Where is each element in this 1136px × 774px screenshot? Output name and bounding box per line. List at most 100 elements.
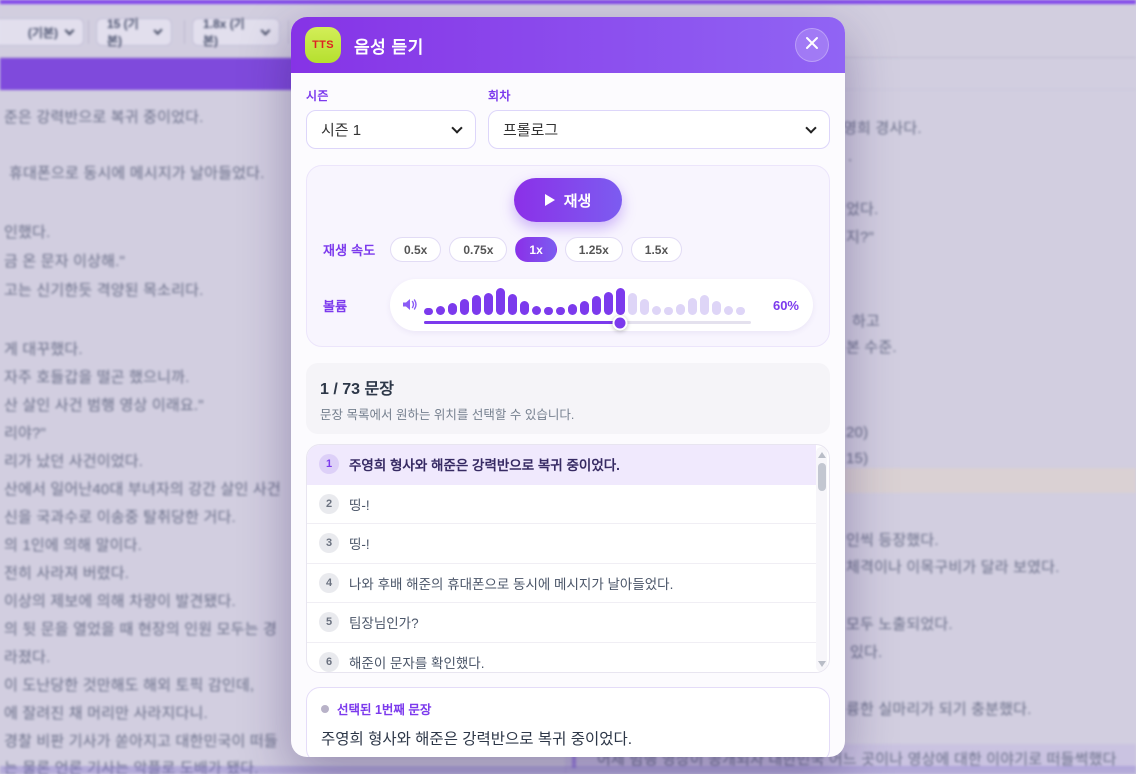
background-text-line: 는 물론 언론 기사는 악플로 도배가 됐다.: [4, 760, 259, 774]
scroll-up-icon[interactable]: [818, 452, 826, 458]
background-text-line: 휴대폰으로 동시에 메시지가 날아들었다.: [9, 165, 265, 182]
toolbar-dropdown-label: (기본): [27, 25, 58, 40]
waveform-bar: [628, 293, 637, 315]
toolbar-divider: [88, 20, 89, 44]
background-text-line: 있다.: [850, 644, 883, 661]
sentence-item-5[interactable]: 5 팀장님인가?: [307, 603, 816, 643]
waveform-bar: [592, 296, 601, 315]
background-text-line: 경찰 비판 기사가 쏟아지고 대한민국이 떠들: [4, 733, 278, 750]
background-text-line: 의 뒷 문을 열었을 때 현장의 인원 모두는 경: [4, 621, 277, 638]
background-text-line: 15): [846, 450, 869, 467]
toolbar-dropdown[interactable]: (기본): [0, 18, 84, 46]
sentence-item-3[interactable]: 3 띵-!: [307, 524, 816, 564]
background-text-line: 라졌다.: [4, 649, 51, 666]
bullet-dot-icon: [321, 704, 329, 713]
volume-control: 60%: [390, 279, 813, 331]
sentence-number-badge: 3: [319, 533, 339, 554]
sentence-counter: 1 / 73 문장 문장 목록에서 원하는 위치를 선택할 수 있습니다.: [306, 363, 830, 434]
speed-label: 재생 속도: [323, 243, 376, 258]
sentence-item-6[interactable]: 6 해준이 문자를 확인했다.: [307, 643, 816, 673]
waveform-bar: [712, 301, 721, 315]
waveform-bar: [580, 301, 589, 315]
sentence-item-4[interactable]: 4 나와 후배 해준의 휴대폰으로 동시에 메시지가 날아들었다.: [307, 564, 816, 603]
scrollbar[interactable]: [816, 447, 827, 672]
season-value: 시즌 1: [321, 122, 362, 139]
season-select[interactable]: 시즌 1: [306, 110, 476, 149]
background-text-line: 모두 노출되었다.: [846, 616, 953, 633]
modal-title: 음성 듣기: [354, 37, 424, 57]
close-button[interactable]: [795, 28, 829, 62]
speaker-icon: [402, 297, 418, 317]
background-text-line: .: [848, 148, 853, 165]
speed-button-1.25x[interactable]: 1.25x: [564, 237, 623, 262]
sentence-item-1[interactable]: 1 주영희 형사와 해준은 강력반으로 복귀 중이었다.: [307, 445, 816, 485]
sentence-number-badge: 4: [319, 572, 339, 593]
sentence-counter-title: 1 / 73 문장: [320, 381, 394, 398]
waveform-bar: [700, 295, 709, 315]
speed-button-1x[interactable]: 1x: [515, 237, 557, 262]
tts-modal: TTS 음성 듣기 시즌 시즌 1 회차: [291, 17, 845, 757]
sentence-text: 주영희 형사와 해준은 강력반으로 복귀 중이었다.: [349, 458, 620, 474]
toolbar-divider: [288, 20, 289, 44]
waveform-bar: [424, 308, 433, 315]
waveform-bar: [640, 299, 649, 315]
waveform-bar: [448, 303, 457, 315]
background-text-line: 인씩 등장했다.: [846, 532, 939, 549]
scroll-down-icon[interactable]: [818, 661, 826, 667]
background-text-line: 20): [846, 424, 869, 441]
volume-slider-fill: [424, 321, 621, 324]
speed-button-0.5x[interactable]: 0.5x: [390, 237, 442, 262]
background-text-line: 리야?": [4, 425, 47, 442]
toolbar-dropdown[interactable]: 15 (기본): [96, 17, 172, 48]
sentence-text: 팀장님인가?: [349, 616, 419, 632]
selected-sentence-text: 주영희 형사와 해준은 강력반으로 복귀 중이었다.: [321, 731, 633, 748]
background-text-line: 이상의 제보에 의해 차량이 발견됐다.: [4, 593, 236, 610]
sentence-counter-subtitle: 문장 목록에서 원하는 위치를 선택할 수 있습니다.: [320, 408, 575, 422]
background-text-line: 전히 사라져 버렸다.: [4, 565, 130, 582]
season-label: 시즌: [306, 89, 329, 103]
background-text-line: 본 수준.: [846, 339, 897, 356]
background-text-line: 신을 국과수로 이송중 탈취당한 거다.: [4, 509, 236, 526]
volume-slider-track[interactable]: [424, 315, 751, 330]
waveform-bar: [568, 304, 577, 315]
toolbar-dropdown-label: 1.8x (기본): [203, 17, 245, 48]
background-text-line: 륭한 실마리가 되기 충분했다.: [846, 701, 1032, 718]
play-button[interactable]: 재생: [514, 178, 622, 222]
background-text-line: 하고: [852, 313, 881, 330]
scrollbar-thumb[interactable]: [817, 463, 826, 491]
toolbar-dropdown[interactable]: 1.8x (기본): [192, 17, 280, 48]
sentence-text: 띵-!: [349, 537, 370, 553]
waveform-bar: [736, 307, 745, 315]
waveform-bar: [676, 304, 685, 315]
volume-percent: 60%: [772, 298, 799, 313]
sentence-text: 해준이 문자를 확인했다.: [349, 655, 485, 671]
speed-button-0.75x[interactable]: 0.75x: [449, 237, 508, 262]
background-text-line: 산 살인 사건 범행 영상 이래요.": [4, 397, 204, 414]
episode-label: 회차: [488, 89, 511, 103]
volume-slider-thumb[interactable]: [612, 315, 628, 330]
tts-badge-icon: TTS: [305, 27, 341, 63]
waveform-bar: [652, 306, 661, 315]
chevron-down-icon: [451, 121, 463, 134]
episode-value: 프롤로그: [503, 122, 559, 139]
waveform-bar: [532, 306, 541, 315]
toolbar-divider: [184, 20, 185, 44]
background-text-line: 고는 신기한듯 격양된 목소리다.: [4, 282, 204, 299]
waveform-bar: [724, 306, 733, 315]
waveform-bar: [520, 301, 529, 315]
waveform-bar: [664, 307, 673, 315]
chevron-down-icon: [805, 121, 817, 134]
sentence-item-2[interactable]: 2 띵-!: [307, 485, 816, 524]
waveform-bar: [472, 295, 481, 315]
speed-button-1.5x[interactable]: 1.5x: [630, 237, 683, 262]
background-text-line: 의 1인에 의해 말이다.: [4, 537, 143, 554]
background-text-line: 준은 강력반으로 복귀 중이었다.: [4, 109, 204, 126]
episode-select[interactable]: 프롤로그: [488, 110, 830, 149]
close-icon: [805, 36, 819, 55]
modal-header: TTS 음성 듣기: [291, 17, 845, 73]
waveform-bar: [496, 288, 505, 315]
waveform-bar: [484, 293, 493, 315]
sentence-number-badge: 1: [319, 454, 339, 475]
waveform-bar: [508, 294, 517, 315]
